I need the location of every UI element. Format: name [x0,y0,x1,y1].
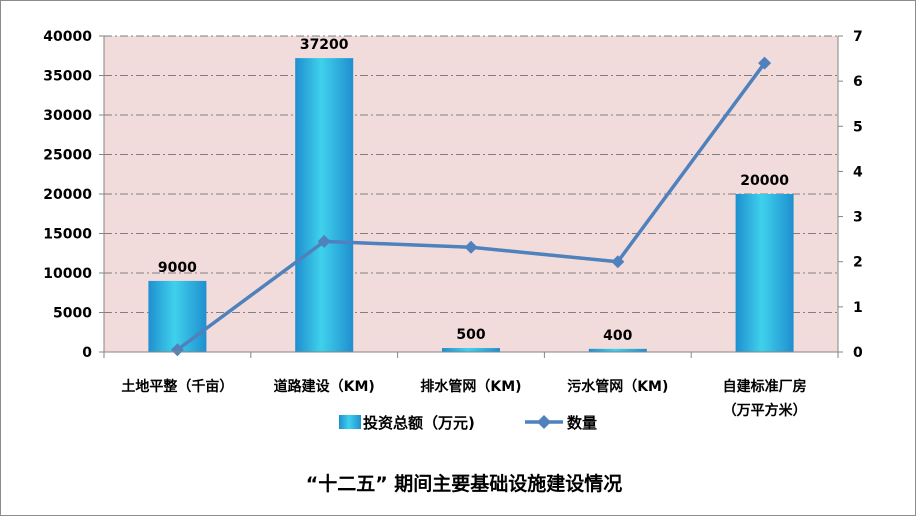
y-left-tick-label: 0 [82,345,92,361]
x-category-label: 道路建设（KM) [274,378,375,395]
y-right-tick-label: 7 [853,29,863,45]
legend-swatch-bar [339,415,361,429]
chart-title: “十二五” 期间主要基础设施建设情况 [306,472,623,495]
y-right-tick-label: 4 [853,164,863,180]
y-right-tick-label: 1 [853,300,863,316]
y-right-tick-label: 5 [853,119,863,135]
bar [148,281,206,352]
y-left-tick-label: 15000 [43,227,92,243]
x-category-label: 自建标准厂房 [723,378,807,395]
legend-swatch-marker [537,415,551,429]
bar-data-label: 9000 [158,260,197,276]
x-category-label: （万平方米） [723,402,807,419]
y-left-tick-label: 10000 [43,266,92,282]
bar [295,58,353,352]
bar [736,194,794,352]
plot-area [104,36,838,352]
x-category-label: 排水管网（KM) [420,378,521,395]
y-right-tick-label: 6 [853,74,863,90]
y-left-tick-label: 30000 [43,108,92,124]
x-category-label: 污水管网（KM) [567,378,668,395]
bar-data-label: 500 [456,327,485,343]
bar [442,348,500,352]
y-left-tick-label: 5000 [53,306,92,322]
bar-data-label: 37200 [300,37,349,53]
legend: 投资总额（万元) 数量 [339,414,597,432]
y-left-tick-label: 20000 [43,187,92,203]
y-right-tick-label: 3 [853,210,863,226]
legend-label-bar: 投资总额（万元) [363,414,475,432]
bar-data-label: 20000 [740,173,789,189]
y-left-tick-label: 35000 [43,69,92,85]
y-right-tick-label: 2 [853,255,863,271]
y-left-tick-label: 25000 [43,148,92,164]
x-category-label: 土地平整（千亩） [121,378,233,395]
legend-label-line: 数量 [567,414,597,432]
bar-data-label: 400 [603,328,632,344]
y-left-tick-label: 40000 [43,29,92,45]
y-right-tick-label: 0 [853,345,863,361]
